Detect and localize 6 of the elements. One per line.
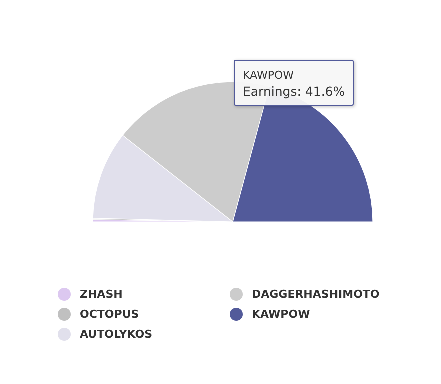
tooltip-box: KAWPOW Earnings: 41.6% bbox=[234, 60, 354, 106]
legend-label: OCTOPUS bbox=[80, 308, 140, 320]
legend-label: DAGGERHASHIMOTO bbox=[252, 288, 380, 300]
legend-label: AUTOLYKOS bbox=[80, 328, 153, 340]
legend-label: KAWPOW bbox=[252, 308, 310, 320]
legend-label: ZHASH bbox=[80, 288, 123, 300]
